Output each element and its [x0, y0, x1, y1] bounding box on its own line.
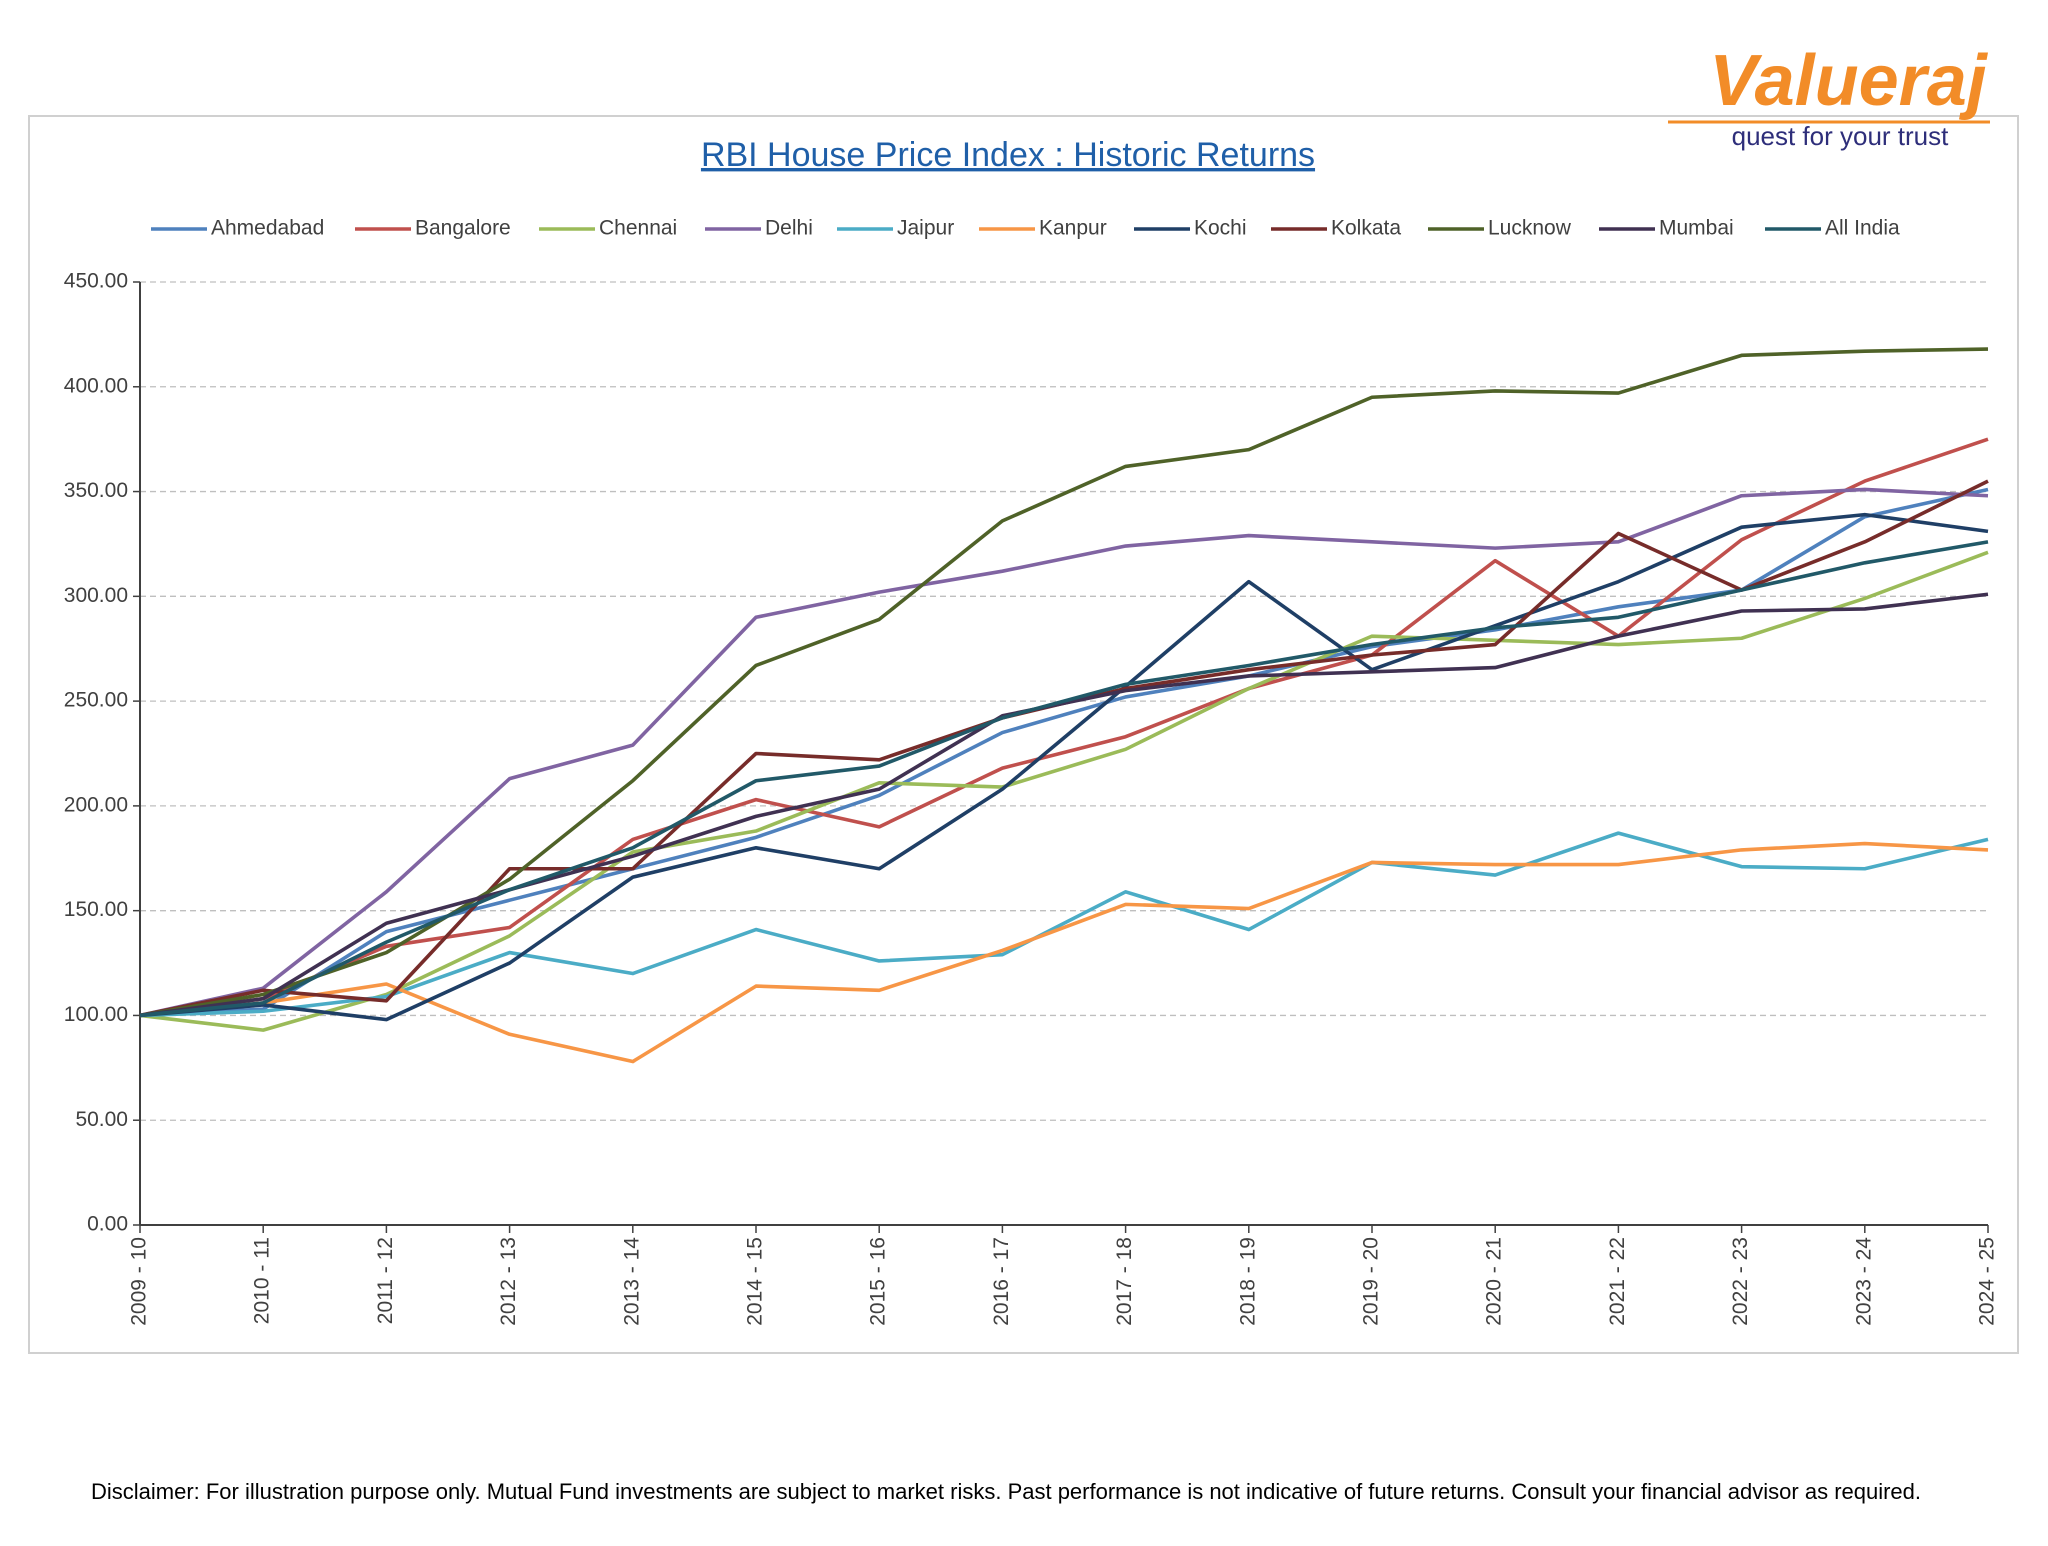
chart-title: RBI House Price Index : Historic Returns: [701, 136, 1315, 174]
x-tick-label: 2017 - 18: [1113, 1237, 1136, 1326]
x-tick-label: 2009 - 10: [128, 1237, 151, 1326]
x-tick-label: 2020 - 21: [1483, 1237, 1506, 1326]
x-tick-label: 2016 - 17: [990, 1237, 1013, 1326]
x-tick-label: 2012 - 13: [497, 1237, 520, 1326]
legend-label: Kanpur: [1039, 217, 1107, 240]
y-tick-label: 250.00: [64, 689, 128, 712]
legend-label: Lucknow: [1488, 217, 1572, 240]
x-tick-label: 2022 - 23: [1729, 1237, 1752, 1326]
legend-label: Bangalore: [415, 217, 511, 240]
logo-name: Valueraj: [1709, 41, 1988, 121]
chart-frame: [28, 115, 2019, 1354]
legend-label: Delhi: [765, 217, 813, 240]
y-tick-label: 0.00: [87, 1213, 128, 1236]
legend-label: Kochi: [1194, 217, 1247, 240]
legend-label: Ahmedabad: [211, 217, 324, 240]
x-tick-label: 2018 - 19: [1236, 1237, 1259, 1326]
x-tick-label: 2010 - 11: [251, 1237, 274, 1324]
disclaimer: Disclaimer: For illustration purpose onl…: [91, 1479, 1921, 1504]
y-tick-label: 400.00: [64, 374, 128, 397]
y-tick-label: 450.00: [64, 270, 128, 293]
series-line: [139, 487, 1989, 1018]
y-tick-label: 200.00: [64, 793, 128, 816]
x-tick-label: 2015 - 16: [867, 1237, 890, 1326]
y-tick-label: 300.00: [64, 584, 128, 607]
y-tick-label: 350.00: [64, 479, 128, 502]
legend-label: Chennai: [599, 217, 677, 240]
x-tick-label: 2011 - 12: [374, 1237, 397, 1324]
y-tick-label: 50.00: [75, 1108, 128, 1131]
x-tick-label: 2024 - 25: [1976, 1237, 1999, 1326]
series-line: [139, 592, 1989, 1018]
logo-tagline: quest for your trust: [1732, 121, 1950, 151]
y-tick-label: 100.00: [64, 1003, 128, 1026]
legend-label: All India: [1825, 217, 1900, 240]
series-line: [139, 540, 1989, 1018]
x-tick-label: 2021 - 22: [1606, 1237, 1629, 1326]
x-tick-label: 2014 - 15: [744, 1237, 767, 1326]
y-tick-label: 150.00: [64, 898, 128, 921]
series-line: [139, 841, 1989, 1064]
legend-label: Kolkata: [1331, 217, 1401, 240]
legend-label: Mumbai: [1659, 217, 1734, 240]
x-tick-label: 2019 - 20: [1360, 1237, 1383, 1326]
series-line: [139, 512, 1989, 1022]
legend-label: Jaipur: [897, 217, 954, 240]
series-line: [139, 550, 1989, 1032]
x-tick-label: 2023 - 24: [1852, 1237, 1875, 1326]
x-tick-label: 2013 - 14: [620, 1237, 643, 1326]
series-line: [139, 831, 1989, 1018]
